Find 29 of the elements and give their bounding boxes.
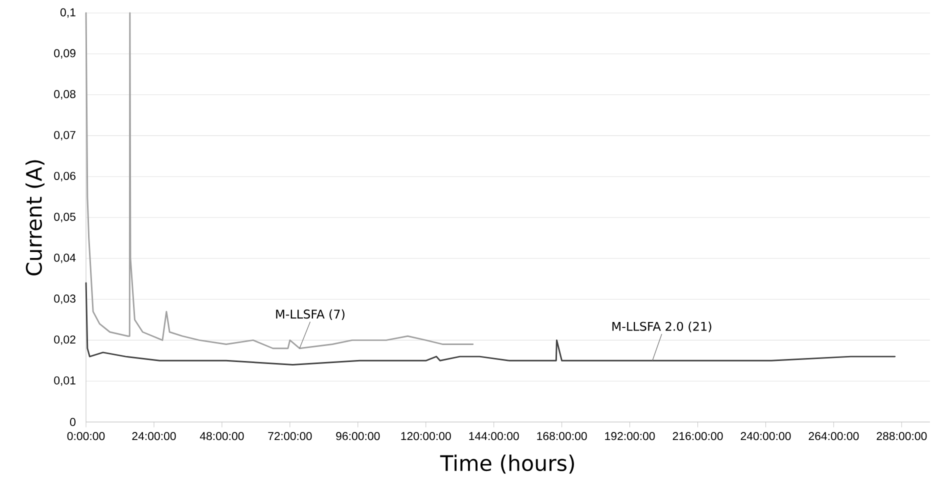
x-tick-label: 168:00:00 [537, 432, 587, 440]
x-tick-label: 144:00:00 [469, 432, 519, 440]
x-axis-title: Time (hours) [440, 454, 574, 474]
y-axis-title: Current (A) [25, 160, 44, 276]
y-tick-label: 0,04 [54, 254, 76, 264]
y-tick-label: 0,03 [54, 294, 76, 304]
y-tick-label: 0 [70, 418, 76, 426]
x-tick-label: 120:00:00 [401, 432, 451, 440]
y-tick-label: 0,08 [54, 90, 76, 100]
series-label: M-LLSFA (7) [276, 309, 344, 320]
x-tick-label: 264:00:00 [808, 432, 859, 440]
x-tick-label: 240:00:00 [740, 432, 791, 440]
x-tick-label: 24:00:00 [132, 432, 176, 440]
y-tick-label: 0,1 [60, 8, 76, 18]
x-tick-label: 48:00:00 [200, 432, 244, 440]
x-tick-label: 96:00:00 [336, 432, 380, 440]
x-tick-label: 288:00:00 [876, 432, 927, 440]
x-tick-label: 0:00:00 [67, 432, 105, 440]
text: M-LLSFA 2.0 (21) [612, 322, 712, 332]
y-tick-label: 0,01 [54, 376, 76, 386]
y-tick-label: 0,07 [54, 130, 76, 140]
y-tick-label: 0,09 [54, 49, 76, 59]
y-tick-label: 0,05 [54, 212, 76, 222]
y-tick-label: 0,02 [54, 335, 76, 345]
x-tick-label: 216:00:00 [672, 432, 723, 440]
x-tick-label: 192:00:00 [605, 432, 655, 440]
y-tick-label: 0,06 [54, 172, 76, 182]
line-series [85, 12, 474, 350]
x-tick-label: 72:00:00 [268, 432, 312, 440]
